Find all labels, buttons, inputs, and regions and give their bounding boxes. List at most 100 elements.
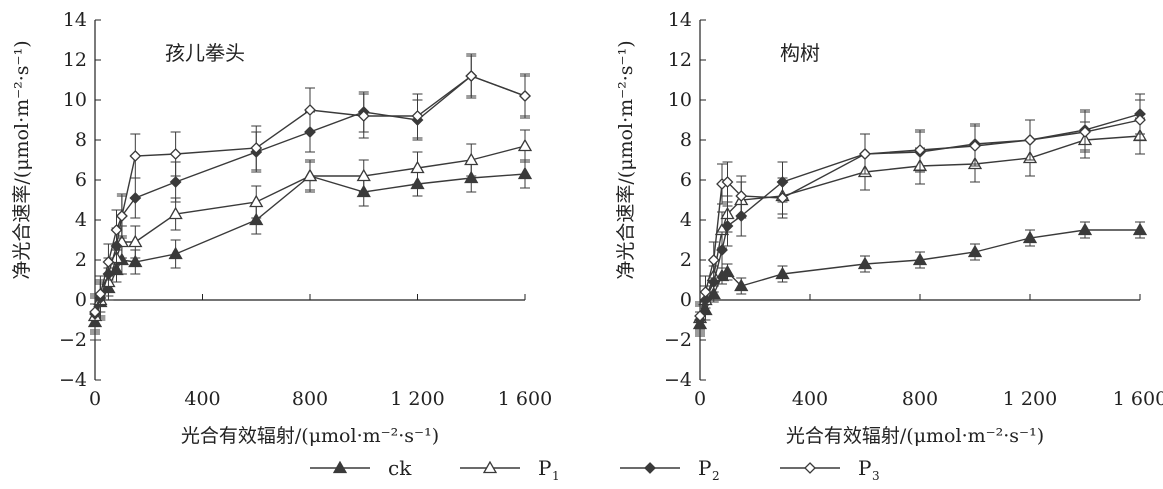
y-tick-label: 2	[680, 249, 692, 271]
data-point-P3	[735, 190, 748, 202]
chart-panel-2: −4 −2 0 2 4 6 8 10 12 14 0 400 800 1 200 1 600 构树 净光合速率/…	[615, 9, 1163, 447]
y-tick-label: −2	[664, 329, 692, 351]
data-point-P1	[249, 194, 264, 208]
data-point-P3	[519, 90, 531, 102]
data-point-P2	[169, 176, 182, 188]
y-tick-label: 6	[680, 169, 692, 191]
data-point-P3	[411, 110, 424, 122]
legend-label: P	[538, 456, 551, 480]
data-point-ck	[720, 264, 735, 278]
data-point-ck	[1077, 222, 1093, 236]
legend-marker	[482, 460, 498, 474]
y-axis-label: 净光合速率/(μmol·m⁻²·s⁻¹)	[11, 40, 33, 279]
legend-label-subscript: 1	[552, 469, 560, 483]
legend-marker	[332, 460, 348, 474]
data-point-P3	[859, 148, 871, 160]
y-tick-label: 8	[680, 129, 692, 151]
data-point-P3	[1134, 114, 1146, 126]
y-tick-label: −4	[59, 369, 87, 391]
data-point-P3	[721, 176, 734, 188]
x-axis-label: 光合有效辐射/(μmol·m⁻²·s⁻¹)	[786, 425, 1044, 447]
legend-marker	[644, 462, 656, 474]
legend-label: P	[698, 456, 711, 480]
data-point-ck	[967, 244, 983, 258]
data-point-P1	[356, 168, 371, 182]
y-tick-label: 12	[668, 49, 692, 71]
data-point-P3	[776, 192, 789, 204]
data-point-P2	[707, 276, 720, 288]
y-tick-label: 4	[680, 209, 692, 231]
legend-marker	[804, 462, 816, 474]
y-axis-label: 净光合速率/(μmol·m⁻²·s⁻¹)	[615, 40, 637, 279]
data-point-P1	[517, 138, 533, 152]
data-point-P3	[1024, 134, 1036, 146]
data-point-P3	[1079, 126, 1091, 138]
y-tick-label: 14	[668, 9, 692, 31]
y-tick-label: 14	[63, 9, 87, 31]
data-point-ck	[912, 252, 928, 266]
data-point-P3	[707, 254, 720, 266]
data-point-ck	[249, 212, 264, 226]
data-point-P1	[302, 168, 318, 182]
data-point-P3	[250, 142, 263, 154]
data-point-P1	[410, 160, 425, 174]
data-point-P3	[465, 70, 478, 82]
chart-panel-1: −4 −2 0 2 4 6 8 10 12 14 0 400 800 1 200 1 600 孩儿拳头 净光合速…	[11, 9, 552, 447]
series-line-ck	[699, 229, 1140, 325]
series-P3	[694, 99, 1146, 331]
x-tick-label: 0	[694, 388, 706, 410]
data-point-ck	[168, 246, 183, 260]
data-point-ck	[1132, 222, 1148, 236]
legend-label-subscript: 2	[712, 469, 720, 483]
x-axis-label: 光合有效辐射/(μmol·m⁻²·s⁻¹)	[181, 425, 439, 447]
x-tick-label: 400	[792, 388, 828, 410]
y-tick-label: 12	[63, 49, 87, 71]
data-point-ck	[775, 266, 790, 280]
data-point-P3	[694, 310, 706, 322]
x-tick-label: 400	[184, 388, 220, 410]
data-point-P2	[721, 220, 734, 232]
data-point-ck	[734, 278, 749, 292]
data-point-P3	[129, 150, 142, 162]
y-tick-label: 0	[75, 289, 87, 311]
legend-label: ck	[388, 456, 412, 480]
data-point-ck	[128, 254, 143, 268]
panel-title: 构树	[780, 41, 820, 65]
y-tick-label: 4	[75, 209, 87, 231]
y-tick-label: 0	[680, 289, 692, 311]
panel-title: 孩儿拳头	[165, 41, 245, 65]
data-point-P3	[914, 144, 926, 156]
data-point-P3	[94, 288, 107, 300]
data-point-P3	[115, 210, 128, 222]
y-tick-label: −4	[664, 369, 692, 391]
legend-label: P	[858, 456, 871, 480]
legend-item: ck	[310, 456, 412, 480]
y-tick-label: 6	[75, 169, 87, 191]
data-point-P1	[128, 234, 143, 248]
x-tick-label: 800	[292, 388, 328, 410]
data-point-P3	[89, 306, 101, 318]
data-point-P3	[110, 224, 123, 236]
data-point-ck	[857, 256, 873, 270]
data-point-ck	[1022, 230, 1038, 244]
series-P3	[89, 53, 531, 331]
legend-label-subscript: 3	[872, 469, 880, 483]
x-tick-label: 0	[89, 388, 101, 410]
data-point-P2	[129, 192, 142, 204]
data-point-P3	[357, 110, 370, 122]
y-tick-label: 2	[75, 249, 87, 271]
data-point-P3	[699, 286, 712, 298]
series-P1	[87, 129, 533, 335]
y-tick-label: 10	[668, 89, 692, 111]
y-tick-label: 10	[63, 89, 87, 111]
x-tick-label: 800	[902, 388, 938, 410]
data-point-P3	[169, 148, 182, 160]
data-point-ck	[464, 170, 479, 184]
y-tick-label: −2	[59, 329, 87, 351]
data-point-P3	[102, 256, 115, 268]
data-point-ck	[517, 166, 533, 180]
